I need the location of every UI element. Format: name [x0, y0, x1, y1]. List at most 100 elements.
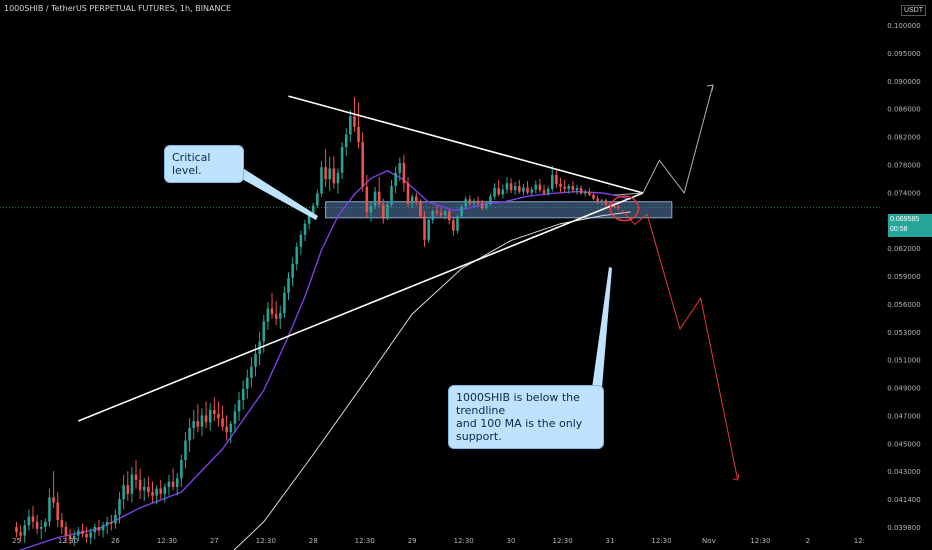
candle-body [513, 186, 517, 191]
candle-body [126, 485, 130, 494]
candle-body [485, 203, 488, 209]
x-tick-label: 12:30 [355, 537, 375, 545]
candle-body [336, 172, 340, 184]
candle-body [410, 196, 414, 204]
candle-body [93, 527, 97, 533]
bullish-arrowhead [706, 84, 714, 92]
candle-body [64, 527, 68, 536]
candle-body [204, 415, 208, 423]
y-tick-label: 0.043000 [887, 468, 920, 476]
candle-body [159, 488, 163, 494]
y-tick-label: 0.056000 [887, 301, 920, 309]
y-tick-label: 0.039800 [887, 524, 920, 532]
x-tick-label: 12:30 [58, 537, 78, 545]
x-tick-label: 12:30 [157, 537, 177, 545]
candle-body [505, 183, 509, 190]
candle-body [493, 188, 496, 197]
candle-body [431, 211, 435, 220]
candle-body [89, 532, 92, 538]
candle-body [324, 167, 327, 180]
candle-body [163, 486, 167, 494]
candle-body [250, 366, 253, 378]
candle-body [518, 186, 521, 192]
candle-body [534, 184, 538, 190]
candle-body [538, 184, 542, 191]
y-tick-label: 0.100000 [887, 22, 920, 30]
candle-body [616, 206, 620, 208]
candle-body [180, 460, 183, 479]
candle-body [221, 418, 224, 427]
candle-body [559, 183, 562, 187]
candle-body [567, 186, 571, 189]
candle-body [217, 414, 220, 419]
candle-body [464, 199, 468, 207]
support-note-pointer [592, 267, 612, 388]
candle-body [328, 168, 331, 180]
candle-body [546, 188, 550, 194]
candle-body [373, 191, 377, 206]
candle-body [171, 481, 175, 487]
candle-body [604, 200, 608, 205]
candle-body [501, 189, 505, 195]
x-tick-label: 12:30 [552, 537, 572, 545]
candle-body [452, 220, 455, 231]
candle-body [225, 426, 228, 433]
candle-body [138, 479, 142, 491]
y-tick-label: 0.074000 [887, 189, 920, 197]
bearish-path [621, 210, 739, 480]
candle-body [134, 474, 138, 480]
candle-body [555, 174, 558, 184]
y-tick-label: 0.082000 [887, 134, 920, 142]
candle-body [15, 527, 18, 533]
candle-body [423, 216, 426, 240]
x-tick-label: 2 [806, 537, 810, 545]
candle-body [31, 516, 35, 522]
candle-body [480, 203, 484, 209]
candle-body [110, 521, 113, 524]
x-tick-label: 27 [210, 537, 219, 545]
candle-body [151, 492, 154, 496]
y-tick-label: 0.053000 [887, 329, 920, 337]
candle-body [592, 194, 595, 199]
candle-body [147, 486, 150, 493]
candle-body [274, 314, 278, 319]
currency-label[interactable]: USDT [900, 5, 926, 16]
candle-body [56, 502, 59, 521]
y-tick-label: 0.045000 [887, 440, 920, 448]
candle-body [142, 486, 146, 491]
lower-trendline [78, 192, 644, 422]
y-tick-label: 0.062000 [887, 245, 920, 253]
upper-trendline [288, 95, 644, 194]
y-tick-label: 0.086000 [887, 106, 920, 114]
trendline-support-note[interactable]: 1000SHIB is below the trendline and 100 … [448, 385, 604, 449]
candle-body [489, 196, 492, 204]
x-tick-label: 12:30 [454, 537, 474, 545]
candle-body [332, 168, 336, 184]
candle-body [262, 321, 266, 342]
x-tick-label: 12:30 [750, 537, 770, 545]
candle-body [97, 527, 101, 531]
x-tick-label: 28 [309, 537, 318, 545]
candle-body [579, 188, 583, 194]
candle-body [237, 400, 241, 412]
candle-body [443, 211, 447, 216]
candle-body [439, 212, 443, 216]
y-tick-label: 0.051000 [887, 357, 920, 365]
candle-body [542, 190, 546, 194]
candle-body [278, 313, 282, 319]
candle-body [608, 204, 612, 206]
last-price-tag: 0.069585 00:58 [888, 214, 932, 237]
candle-body [344, 134, 348, 148]
critical-level-note[interactable]: Critical level. [164, 145, 244, 183]
support-zone [325, 201, 673, 219]
candle-body [382, 204, 385, 219]
candle-body [39, 527, 43, 529]
candle-body [200, 415, 204, 427]
candle-body [35, 521, 39, 529]
chart-title: 1000SHIB / TetherUS PERPETUAL FUTURES, 1… [4, 4, 232, 13]
y-tick-label: 0.090000 [887, 78, 920, 86]
candle-body [85, 533, 88, 538]
candle-body [551, 174, 554, 189]
